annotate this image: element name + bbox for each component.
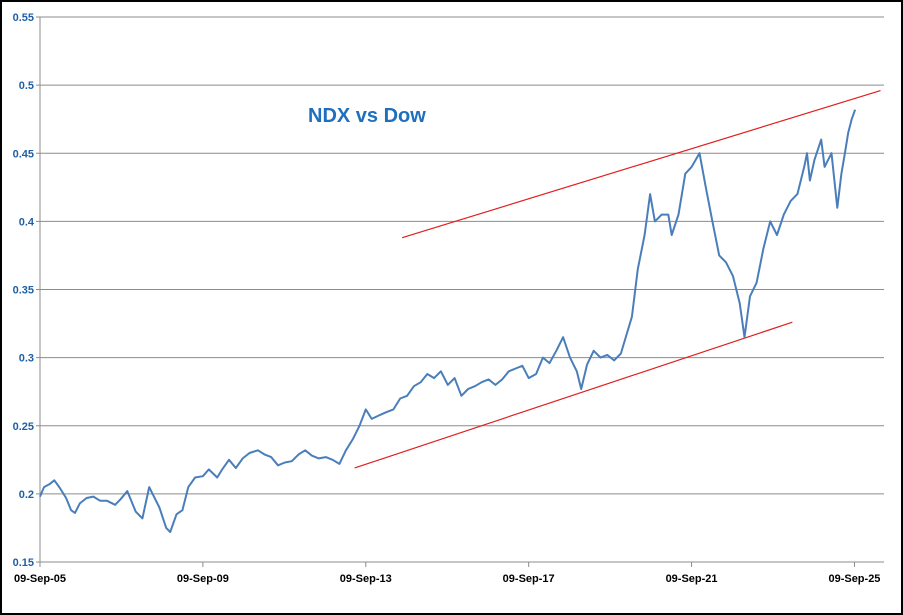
trendline: [354, 321, 793, 469]
y-tick-label: 0.25: [13, 421, 34, 433]
x-tick-label: 09-Sep-25: [828, 573, 880, 585]
series-line: [39, 109, 857, 533]
x-tick-label: 09-Sep-17: [503, 573, 555, 585]
axes: [36, 16, 884, 567]
x-tick-label: 09-Sep-21: [666, 573, 718, 585]
y-tick-label: 0.3: [19, 353, 34, 365]
grid-lines: [40, 16, 884, 495]
trendline: [401, 90, 881, 239]
y-tick-label: 0.55: [13, 12, 34, 24]
x-tick-label: 09-Sep-09: [177, 573, 229, 585]
trendlines: [354, 90, 881, 469]
tick-labels: 0.15 0.2 0.25 0.3 0.35 0.4 0.45 0.5 0.55 09-Sep-0…: [13, 12, 881, 585]
y-tick-label: 0.45: [13, 148, 34, 160]
x-tick-label: 09-Sep-05: [14, 573, 66, 585]
y-tick-label: 0.5: [19, 80, 34, 92]
y-tick-label: 0.35: [13, 285, 34, 297]
y-tick-label: 0.4: [19, 216, 35, 228]
y-tick-label: 0.15: [13, 557, 34, 569]
x-tick-label: 09-Sep-13: [340, 573, 392, 585]
series-layer: [39, 109, 857, 533]
y-tick-label: 0.2: [19, 489, 34, 501]
chart-title: NDX vs Dow: [308, 105, 426, 127]
